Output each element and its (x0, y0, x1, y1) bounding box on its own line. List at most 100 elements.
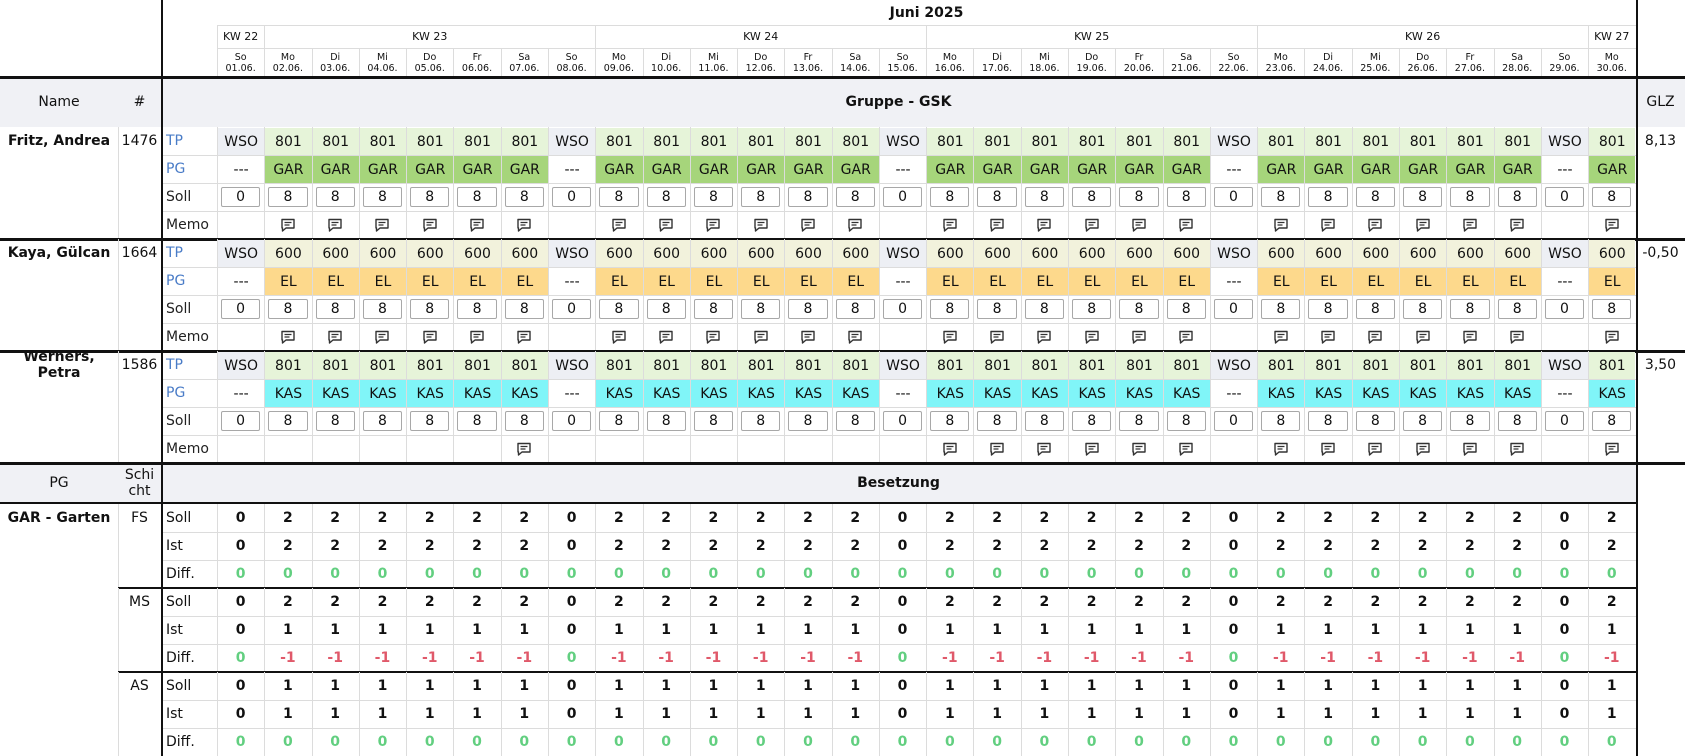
memo-icon[interactable] (1178, 217, 1194, 233)
grid-line (1446, 379, 1448, 407)
grid-line (264, 700, 266, 728)
planning-group: KAS (312, 380, 359, 407)
memo-icon[interactable] (422, 217, 438, 233)
row-label: Soll (166, 189, 192, 205)
memo-icon[interactable] (516, 217, 532, 233)
memo-icon[interactable] (422, 329, 438, 345)
memo-icon[interactable] (1131, 329, 1147, 345)
memo-icon[interactable] (1509, 441, 1525, 457)
memo-icon[interactable] (753, 329, 769, 345)
memo-icon[interactable] (989, 441, 1005, 457)
memo-icon[interactable] (374, 329, 390, 345)
grid-line (1068, 239, 1070, 267)
memo-icon[interactable] (847, 217, 863, 233)
memo-icon[interactable] (942, 329, 958, 345)
difference-value: 0 (1323, 566, 1333, 582)
memo-icon[interactable] (280, 329, 296, 345)
shift-code: 801 (738, 352, 785, 379)
grid-line (1068, 183, 1070, 211)
memo-icon[interactable] (1462, 329, 1478, 345)
memo-icon[interactable] (942, 217, 958, 233)
memo-icon[interactable] (1415, 441, 1431, 457)
grid-line (1304, 532, 1306, 560)
memo-icon[interactable] (1131, 217, 1147, 233)
grid-line (973, 672, 975, 700)
grid-line (689, 48, 691, 77)
grid-line (1209, 407, 1211, 435)
memo-icon[interactable] (1509, 217, 1525, 233)
memo-icon[interactable] (1462, 217, 1478, 233)
coverage-value: 2 (1323, 594, 1333, 610)
grid-line (217, 435, 218, 463)
memo-icon[interactable] (989, 329, 1005, 345)
grid-line (689, 700, 691, 728)
memo-icon[interactable] (942, 441, 958, 457)
difference-value: 0 (566, 566, 577, 582)
memo-icon[interactable] (1036, 441, 1052, 457)
grid-line (1540, 127, 1542, 155)
memo-icon[interactable] (1320, 441, 1336, 457)
memo-icon[interactable] (1415, 329, 1431, 345)
memo-icon[interactable] (1036, 217, 1052, 233)
shift-code: 801 (1352, 128, 1399, 155)
memo-icon[interactable] (658, 217, 674, 233)
memo-icon[interactable] (611, 217, 627, 233)
memo-icon[interactable] (1320, 329, 1336, 345)
memo-icon[interactable] (327, 329, 343, 345)
memo-icon[interactable] (1509, 329, 1525, 345)
grid-line (1020, 616, 1022, 644)
memo-icon[interactable] (989, 217, 1005, 233)
memo-icon[interactable] (1084, 217, 1100, 233)
memo-icon[interactable] (516, 329, 532, 345)
memo-icon[interactable] (1273, 329, 1289, 345)
grid-line (737, 407, 739, 435)
memo-icon[interactable] (1604, 217, 1620, 233)
grid-line (500, 155, 502, 183)
grid-line (784, 379, 786, 407)
memo-icon[interactable] (1084, 441, 1100, 457)
grid-line (1020, 407, 1022, 435)
day-header: Sa 28.06. (1494, 48, 1541, 77)
grid-line (926, 127, 928, 155)
memo-icon[interactable] (469, 329, 485, 345)
memo-icon[interactable] (800, 329, 816, 345)
memo-icon[interactable] (1604, 329, 1620, 345)
coverage-value: 1 (330, 706, 341, 722)
memo-icon[interactable] (280, 217, 296, 233)
memo-icon[interactable] (1367, 217, 1383, 233)
memo-icon[interactable] (1415, 217, 1431, 233)
row-label: TP (166, 133, 183, 149)
memo-icon[interactable] (1131, 441, 1147, 457)
memo-icon[interactable] (1084, 329, 1100, 345)
memo-icon[interactable] (800, 217, 816, 233)
memo-icon[interactable] (327, 217, 343, 233)
coverage-value: 1 (424, 678, 435, 694)
grid-line (406, 155, 408, 183)
grid-line (878, 588, 880, 616)
target-hours-input: 8 (646, 187, 686, 207)
memo-icon[interactable] (1367, 441, 1383, 457)
memo-cell (737, 211, 784, 239)
grid-line (878, 211, 880, 239)
difference-value: -1 (1273, 650, 1289, 666)
memo-icon[interactable] (1273, 217, 1289, 233)
planning-group: GAR (1494, 156, 1541, 183)
memo-icon[interactable] (1320, 217, 1336, 233)
memo-icon[interactable] (1178, 329, 1194, 345)
memo-icon[interactable] (1462, 441, 1478, 457)
memo-icon[interactable] (374, 217, 390, 233)
memo-icon[interactable] (1178, 441, 1194, 457)
memo-icon[interactable] (611, 329, 627, 345)
memo-icon[interactable] (705, 217, 721, 233)
memo-icon[interactable] (1036, 329, 1052, 345)
memo-icon[interactable] (1273, 441, 1289, 457)
memo-icon[interactable] (1604, 441, 1620, 457)
memo-icon[interactable] (658, 329, 674, 345)
memo-icon[interactable] (847, 329, 863, 345)
memo-icon[interactable] (469, 217, 485, 233)
memo-icon[interactable] (516, 441, 532, 457)
grid-line (1304, 504, 1306, 532)
memo-icon[interactable] (753, 217, 769, 233)
memo-icon[interactable] (1367, 329, 1383, 345)
memo-icon[interactable] (705, 329, 721, 345)
